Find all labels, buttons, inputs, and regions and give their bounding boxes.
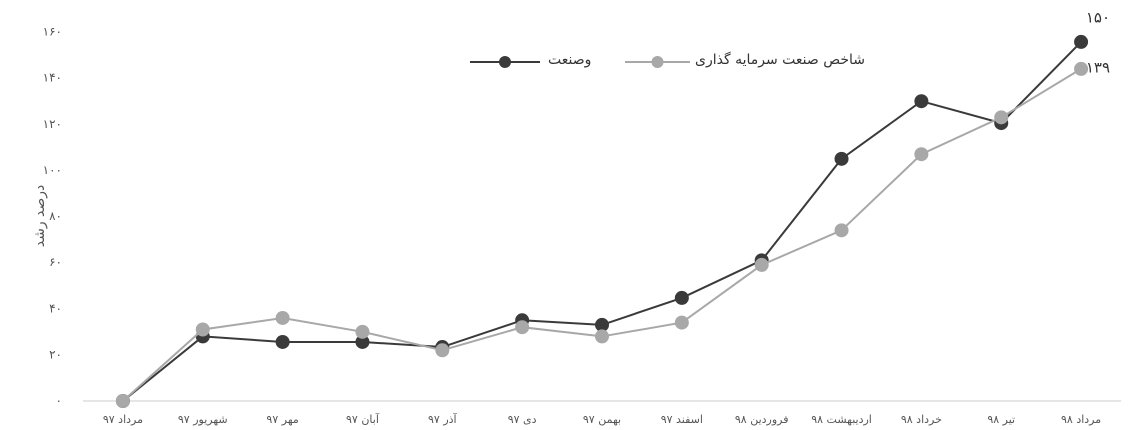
point [595, 317, 609, 332]
annotation: ۱۳۹ [1086, 59, 1110, 77]
y-tick-label: ۱۲۰ [43, 117, 62, 131]
y-tick-label: ۸۰ [49, 209, 62, 223]
point [1074, 61, 1089, 76]
y-tick-label: ۰ [56, 394, 62, 408]
y-tick-label: ۱۰۰ [43, 163, 62, 177]
x-tick-label: آبان ۹۷ [346, 412, 380, 426]
point [674, 290, 689, 305]
x-tick-label: شهریور ۹۷ [178, 413, 228, 426]
point [754, 257, 769, 272]
point [1074, 34, 1089, 49]
series-line [122, 41, 1082, 402]
point [994, 110, 1009, 125]
point [355, 324, 370, 339]
point [595, 329, 609, 344]
point [914, 147, 929, 162]
x-tick-label: مرداد ۹۷ [103, 413, 143, 426]
x-tick-label: دی ۹۷ [508, 413, 537, 426]
legend-label: وصنعت [548, 52, 591, 68]
x-tick-label: بهمن ۹۷ [583, 413, 621, 426]
legend-label: شاخص صنعت سرمایه گذاری [695, 51, 865, 68]
legend-marker [651, 56, 664, 68]
legend-marker [499, 56, 511, 68]
point [275, 334, 290, 349]
point [115, 394, 130, 408]
point [275, 310, 290, 325]
x-tick-label: اسفند ۹۷ [661, 413, 703, 426]
point [914, 94, 929, 109]
x-tick-label: خرداد ۹۸ [901, 413, 942, 426]
point [355, 334, 370, 349]
point [834, 223, 849, 238]
x-tick-label: مرداد ۹۸ [1061, 413, 1101, 426]
point [195, 322, 210, 337]
point [834, 151, 849, 166]
y-tick-label: ۱۴۰ [43, 71, 62, 85]
y-axis-label: درصد رشد [32, 185, 48, 248]
series-line [122, 68, 1082, 402]
annotation: ۱۵۰ [1086, 9, 1110, 27]
x-tick-label: تیر ۹۸ [987, 413, 1015, 426]
x-tick-label: مهر ۹۷ [266, 413, 298, 426]
x-tick-label: فروردین ۹۸ [735, 413, 789, 426]
point [674, 315, 689, 330]
point [515, 320, 530, 335]
y-tick-label: ۶۰ [49, 255, 62, 269]
y-tick-label: ۴۰ [49, 301, 62, 315]
x-tick-label: آذر ۹۷ [428, 412, 458, 426]
point [435, 343, 450, 358]
y-tick-label: ۲۰ [49, 347, 62, 361]
y-tick-label: ۱۶۰ [43, 25, 62, 39]
x-tick-label: اردیبهشت ۹۸ [811, 413, 872, 426]
